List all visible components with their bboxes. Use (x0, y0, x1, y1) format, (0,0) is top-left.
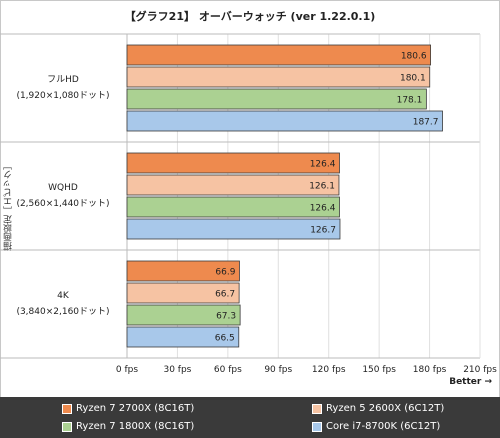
bar (126, 44, 431, 66)
bar-value-label: 187.7 (413, 118, 439, 128)
bar (126, 326, 240, 348)
legend: Ryzen 7 2700X (8C16T) Ryzen 5 2600X (6C1… (0, 397, 500, 438)
bar-value-label: 180.6 (401, 52, 427, 62)
legend-item-core-i7-8700k: Core i7-8700K (6C12T) (312, 421, 440, 432)
legend-item-ryzen7-1800x: Ryzen 7 1800X (8C16T) (62, 421, 194, 432)
legend-label-ryzen7-2700x: Ryzen 7 2700X (8C16T) (76, 403, 195, 414)
category-label: フルHD (47, 75, 79, 85)
bar-value-label: 66.7 (215, 290, 235, 300)
x-tick-label: 150 fps (362, 365, 396, 375)
x-tick-label: 30 fps (163, 365, 191, 375)
plot-area (127, 34, 480, 358)
bar-chart: フルHD (1,920×1,080ドット) WQHD (2,560×1,440ドット)… (0, 33, 497, 375)
bar (126, 260, 240, 282)
legend-swatch-core-i7-8700k (312, 421, 322, 432)
bar-value-label: 126.7 (310, 226, 336, 236)
better-indicator: Better → (449, 377, 492, 387)
bar-value-label: 180.1 (400, 74, 426, 84)
bar (126, 174, 340, 196)
bar (126, 196, 340, 218)
legend-swatch-ryzen5-2600x (312, 403, 322, 414)
x-tick-label: 180 fps (413, 365, 447, 375)
legend-label-ryzen7-1800x: Ryzen 7 1800X (8C16T) (76, 421, 195, 432)
bar (126, 282, 240, 304)
category-label: 4K (57, 291, 70, 301)
bar (126, 218, 341, 240)
bar-value-label: 126.4 (310, 204, 336, 214)
bar-value-label: 66.5 (215, 334, 235, 344)
bar-value-label: 178.1 (397, 96, 423, 106)
chart-title: 【グラフ21】 オーバーウォッチ (ver 1.22.0.1) (124, 10, 376, 23)
category-sublabel: (2,560×1,440ドット) (16, 199, 109, 209)
category-sublabel: (1,920×1,080ドット) (16, 91, 109, 101)
legend-label-core-i7-8700k: Core i7-8700K (6C12T) (326, 421, 441, 432)
legend-item-ryzen5-2600x: Ryzen 5 2600X (6C12T) (312, 403, 444, 414)
category-sublabel: (3,840×2,160ドット) (16, 307, 109, 317)
x-tick-label: 60 fps (214, 365, 242, 375)
bar (126, 110, 443, 132)
category-label: WQHD (48, 183, 78, 193)
bar-value-label: 66.9 (215, 268, 235, 278)
bar (126, 304, 241, 326)
bar (126, 88, 427, 110)
x-tick-label: 90 fps (264, 365, 292, 375)
bar (126, 152, 340, 174)
bar-value-label: 67.3 (216, 312, 236, 322)
bar (126, 66, 431, 88)
legend-swatch-ryzen7-1800x (62, 421, 72, 432)
x-tick-label: 120 fps (312, 365, 346, 375)
bar-value-label: 126.4 (310, 160, 336, 170)
bar-value-label: 126.1 (309, 182, 335, 192)
x-tick-label: 210 fps (463, 365, 497, 375)
legend-swatch-ryzen7-2700x (62, 403, 72, 414)
x-tick-label: 0 fps (116, 365, 138, 375)
legend-label-ryzen5-2600x: Ryzen 5 2600X (6C12T) (326, 403, 445, 414)
legend-item-ryzen7-2700x: Ryzen 7 2700X (8C16T) (62, 403, 194, 414)
